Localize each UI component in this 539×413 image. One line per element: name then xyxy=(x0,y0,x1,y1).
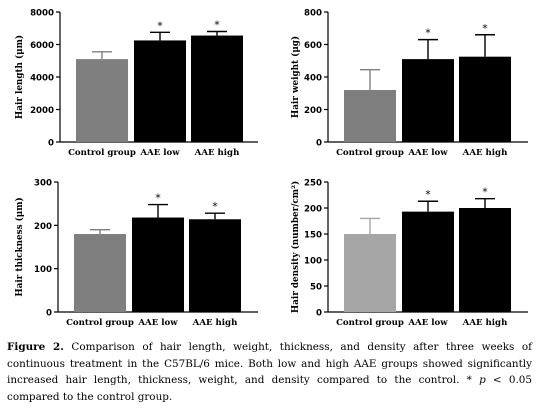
figure-panels: 0 2000 4000 6000 8000 Hair length (μm) Control… xyxy=(14,9,528,328)
y-tick-label: 2000 xyxy=(30,106,54,116)
category-label: AAE low xyxy=(137,318,178,328)
y-axis-title: Hair length (μm) xyxy=(14,35,25,119)
y-tick-label: 200 xyxy=(304,205,322,215)
y-tick-label: 0 xyxy=(316,309,322,319)
bar xyxy=(74,234,126,312)
category-label: Control group xyxy=(66,318,134,328)
y-tick-label: 4000 xyxy=(30,74,54,84)
bar xyxy=(344,234,396,312)
caption-text-before: Comparison of hair length, weight, thick… xyxy=(7,341,532,386)
significance-marker: * xyxy=(482,22,488,35)
y-tick-label: 100 xyxy=(304,257,322,267)
bar xyxy=(191,35,243,142)
caption-text-after: < 0.05 compared to the control group. xyxy=(7,374,532,403)
significance-marker: * xyxy=(155,192,161,205)
category-label: AAE low xyxy=(407,148,448,158)
bar xyxy=(459,56,511,142)
bar xyxy=(402,59,454,142)
category-label: Control group xyxy=(68,148,136,158)
significance-marker: * xyxy=(482,186,488,199)
y-tick-label: 800 xyxy=(304,9,322,19)
category-label: AAE high xyxy=(462,318,508,328)
category-label: AAE low xyxy=(407,318,448,328)
significance-marker: * xyxy=(212,200,218,213)
y-axis-title: Hair weight (μg) xyxy=(290,36,301,118)
y-tick-label: 0 xyxy=(316,139,322,149)
bar xyxy=(134,40,186,142)
y-tick-label: 300 xyxy=(34,179,52,189)
category-label: Control group xyxy=(336,148,404,158)
caption-label: Figure 2. xyxy=(7,341,64,353)
y-tick-label: 0 xyxy=(46,309,52,319)
y-tick-label: 200 xyxy=(304,106,322,116)
y-tick-label: 200 xyxy=(34,222,52,232)
category-label: AAE low xyxy=(139,148,180,158)
bar xyxy=(189,219,241,312)
y-tick-label: 8000 xyxy=(30,9,54,19)
y-tick-label: 50 xyxy=(310,283,322,293)
caption-p-symbol: p xyxy=(479,374,486,386)
bar xyxy=(402,211,454,312)
significance-marker: * xyxy=(425,27,431,40)
y-axis-title: Hair density (number/cm²) xyxy=(290,181,301,313)
significance-marker: * xyxy=(214,19,220,32)
y-tick-label: 400 xyxy=(304,74,322,84)
y-tick-label: 250 xyxy=(304,179,322,189)
category-label: AAE high xyxy=(192,318,238,328)
bar xyxy=(76,59,128,142)
category-label: Control group xyxy=(336,318,404,328)
y-tick-label: 150 xyxy=(304,231,322,241)
bar xyxy=(132,217,184,312)
bar xyxy=(459,208,511,312)
category-label: AAE high xyxy=(462,148,508,158)
y-axis-title: Hair thickness (μm) xyxy=(14,197,25,296)
figure-caption: Figure 2. Comparison of hair length, wei… xyxy=(7,339,532,405)
significance-marker: * xyxy=(425,188,431,201)
bar xyxy=(344,90,396,142)
y-tick-label: 100 xyxy=(34,265,52,275)
category-label: AAE high xyxy=(194,148,240,158)
y-tick-label: 0 xyxy=(48,139,54,149)
significance-marker: * xyxy=(157,19,163,32)
y-tick-label: 6000 xyxy=(30,41,54,51)
y-tick-label: 600 xyxy=(304,41,322,51)
